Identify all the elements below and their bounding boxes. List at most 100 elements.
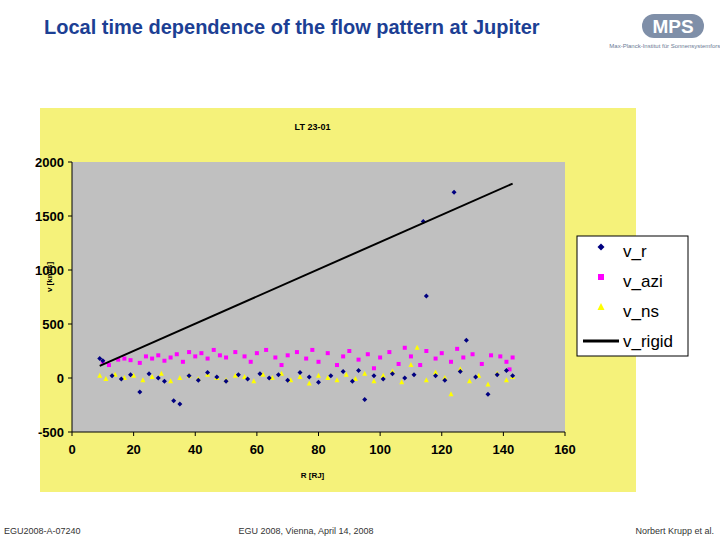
data-point [424,377,429,382]
data-point [335,363,339,367]
data-point [397,362,401,366]
data-point [473,374,478,379]
data-point [341,354,345,358]
logo-subtitle: Max-Planck-Institut für Sonnensystemfors… [609,43,720,49]
data-point [218,353,222,357]
legend-marker [598,274,604,280]
data-point [418,363,422,367]
data-point [196,378,201,383]
x-tick-label: 120 [431,442,453,457]
data-point [362,371,367,376]
data-point [467,378,472,383]
data-point [107,363,111,367]
data-point [298,370,303,375]
data-point [156,353,160,357]
data-point [128,372,133,377]
data-point [295,350,299,354]
data-point [187,350,191,354]
data-point [103,376,108,381]
footer-right: Norbert Krupp et al. [635,526,714,536]
data-point [485,381,490,386]
legend-marker [598,303,605,310]
x-tick [503,432,504,436]
data-point [110,373,115,378]
data-point [498,354,502,358]
data-point [366,352,370,356]
x-tick [72,432,73,436]
y-tick-label: 0 [57,371,64,386]
data-point [399,379,404,384]
data-point [448,391,453,396]
y-tick-label: 500 [42,317,64,332]
data-point [371,373,376,378]
data-point [285,378,290,383]
legend-label: v_r [623,242,647,261]
data-point [119,377,124,382]
x-tick-label: 60 [250,442,264,457]
data-point [317,360,321,364]
data-point [255,351,259,355]
x-tick [256,432,257,436]
data-point [137,390,142,395]
legend-line [583,340,619,343]
y-axis-label: v [km/s] [45,262,54,293]
legend: v_rv_aziv_nsv_rigid [577,236,688,356]
data-point [402,376,407,381]
data-point [129,358,133,362]
data-point [224,355,228,359]
legend-label: v_azi [623,272,663,291]
data-point [350,379,355,384]
data-point [328,373,333,378]
footer-left: EGU2008-A-07240 [4,526,81,536]
x-tick [318,432,319,436]
data-point [181,360,185,364]
data-point [424,293,429,298]
data-point [372,366,376,370]
data-point [144,354,148,358]
data-point [408,362,413,367]
data-point [326,351,330,355]
data-point [175,352,179,356]
data-point [276,372,281,377]
data-point [316,373,321,378]
data-point [147,371,152,376]
x-tick-label: 80 [311,442,325,457]
x-tick-label: 40 [188,442,202,457]
data-point [177,375,182,380]
legend-box [577,236,688,356]
logo: MPS Max-Planck-Institut für Sonnensystemf… [609,14,720,49]
y-axis [72,162,73,432]
data-point [304,357,308,361]
data-point [206,357,210,361]
y-tick [68,378,72,379]
data-point [504,360,508,364]
data-point [243,354,247,358]
legend-label: v_rigid [623,332,673,351]
data-point [381,377,386,382]
data-point [409,354,413,358]
data-point [156,376,161,381]
y-tick [68,324,72,325]
x-tick [565,432,566,436]
data-point [452,190,457,195]
data-point [316,380,321,385]
data-point [97,373,102,378]
series-line [100,184,513,366]
data-point [510,373,515,378]
data-point [415,345,420,350]
data-point [280,363,284,367]
data-point [224,379,229,384]
x-tick [133,432,134,436]
data-point [310,348,314,352]
data-point [187,373,192,378]
data-point [214,375,219,380]
logo-title: MPS [652,16,693,37]
data-point [357,358,361,362]
data-point [510,374,515,379]
data-point [442,378,447,383]
legend-marker [598,244,605,251]
data-point [504,368,509,373]
data-point [199,351,203,355]
x-tick-label: 140 [493,442,515,457]
data-point [245,377,250,382]
